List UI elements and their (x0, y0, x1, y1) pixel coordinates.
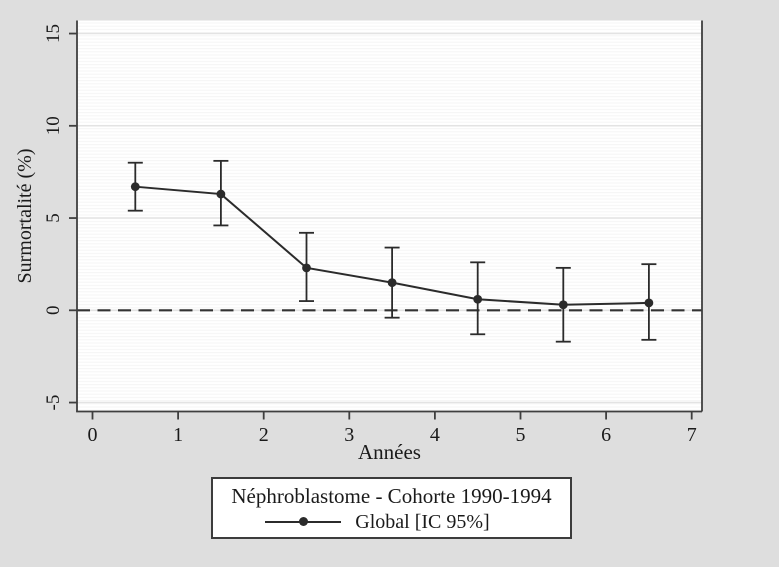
legend-key-row: Global [IC 95%] (265, 510, 490, 533)
data-points (130, 182, 654, 310)
y-axis-ticks: -5 0 5 10 15 (43, 24, 77, 410)
x-tick-label: 0 (88, 424, 98, 446)
x-tick-label: 4 (430, 424, 440, 446)
legend-line-sample (265, 517, 342, 526)
x-tick-label: 2 (259, 424, 269, 446)
x-axis-title: Années (358, 440, 421, 464)
x-tick-label: 7 (687, 424, 697, 446)
y-tick-label: 15 (43, 24, 64, 43)
excess-mortality-chart: -5 0 5 10 15 0 1 2 3 4 5 6 7 Surmortalité (%) Années (14, 20, 703, 464)
x-axis-ticks: 0 1 2 3 4 5 6 7 (88, 411, 697, 446)
x-tick-label: 1 (173, 424, 183, 446)
data-point (558, 300, 568, 310)
x-tick-label: 5 (516, 424, 526, 446)
axes (76, 20, 703, 413)
data-point (216, 189, 226, 199)
data-point (387, 278, 397, 288)
y-tick-label: -5 (43, 395, 64, 411)
y-axis-title: Surmortalité (%) (14, 149, 36, 284)
x-tick-label: 6 (601, 424, 611, 446)
legend-series-label: Global [IC 95%] (355, 510, 490, 533)
legend-box: Néphroblastome - Cohorte 1990-1994 Globa… (211, 477, 572, 539)
legend-title: Néphroblastome - Cohorte 1990-1994 (231, 483, 552, 508)
y-tick-label: 0 (43, 306, 64, 316)
data-point (644, 298, 654, 308)
plot-area (77, 20, 702, 412)
legend-marker-dot-icon (298, 517, 308, 526)
y-tick-label: 10 (43, 116, 64, 135)
y-tick-label: 5 (43, 213, 64, 223)
data-point (302, 263, 311, 273)
data-point (473, 294, 483, 304)
x-tick-label: 3 (344, 424, 354, 446)
data-point (130, 182, 140, 192)
